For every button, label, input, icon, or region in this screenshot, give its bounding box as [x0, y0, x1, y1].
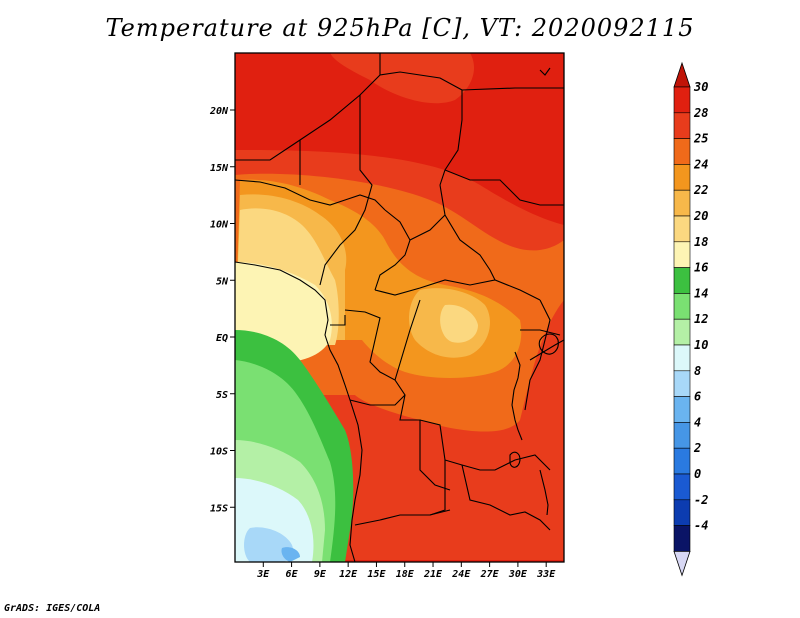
y-axis: 20N 15N 10N 5N EQ 5S 10S 15S: [209, 106, 235, 514]
y-tick-label: 5N: [216, 276, 229, 287]
temperature-field: [235, 53, 564, 562]
colorbar-label: -4: [694, 519, 708, 533]
y-tick-label: 10S: [210, 447, 228, 458]
colorbar-label: 12: [694, 312, 708, 326]
colorbar-swatch: [673, 525, 691, 552]
colorbar-label: 18: [694, 235, 708, 249]
colorbar-label: -2: [694, 493, 708, 507]
colorbar-swatch: [673, 241, 691, 268]
colorbar-label: 28: [693, 106, 708, 120]
x-tick-label: 9E: [314, 569, 327, 580]
grads-credit: GrADS: IGES/COLA: [4, 603, 101, 614]
colorbar-label: 24: [693, 157, 708, 171]
y-tick-label: 20N: [209, 106, 229, 117]
x-tick-label: 27E: [480, 569, 500, 580]
x-tick-label: 15E: [367, 569, 386, 580]
colorbar-swatch: [673, 499, 691, 526]
colorbar-top-tip: [673, 61, 691, 88]
y-tick-label: 10N: [210, 220, 229, 231]
colorbar-swatch: [673, 189, 691, 217]
colorbar-swatch: [673, 396, 691, 423]
colorbar-swatch: [673, 344, 691, 372]
x-tick-label: 21E: [423, 569, 443, 580]
colorbar-swatch: [673, 112, 691, 139]
x-tick-label: 18E: [396, 569, 415, 580]
colorbar-swatch: [673, 473, 691, 501]
x-tick-label: 6E: [286, 569, 299, 580]
colorbar-swatch: [673, 293, 691, 320]
map-title: Temperature at 925hPa [C], VT: 202009211…: [105, 14, 695, 42]
y-tick-label: EQ: [216, 333, 228, 344]
x-tick-label: 3E: [256, 569, 270, 580]
colorbar-swatch: [673, 164, 691, 191]
colorbar-label: 16: [694, 261, 708, 275]
plot-frame: [234, 52, 565, 563]
y-tick-label: 15N: [210, 163, 229, 174]
x-tick-label: 12E: [339, 569, 358, 580]
colorbar-label: 4: [694, 415, 701, 429]
colorbar-swatch: [673, 318, 691, 346]
colorbar-label: 8: [694, 364, 701, 378]
x-axis: 3E 6E 9E 12E 15E 18E 21E 24E 27E 30E 33E: [256, 562, 556, 580]
colorbar-swatch: [673, 267, 691, 294]
x-tick-label: 33E: [536, 569, 556, 580]
x-tick-label: 30E: [508, 569, 528, 580]
colorbar-swatch: [673, 215, 691, 243]
colorbar-swatch: [673, 422, 691, 449]
colorbar-swatch: [673, 370, 691, 397]
colorbar-label: 22: [693, 183, 708, 197]
y-tick-label: 5S: [216, 390, 228, 401]
colorbar-label: 20: [693, 209, 708, 223]
colorbar-label: 14: [694, 286, 708, 300]
colorbar-label: 0: [694, 467, 701, 481]
colorbar-swatch: [673, 138, 691, 165]
colorbar-label: 30: [693, 80, 708, 94]
colorbar-label: 25: [693, 132, 708, 146]
colorbar-swatch: [673, 86, 691, 114]
colorbar-label: 6: [694, 390, 701, 404]
y-tick-label: 15S: [210, 503, 228, 514]
colorbar-label: 10: [694, 338, 708, 352]
colorbar-label: 2: [693, 441, 701, 455]
colorbar-swatch: [673, 447, 691, 475]
x-tick-label: 24E: [451, 569, 471, 580]
country-borders: [235, 53, 564, 562]
colorbar-bottom-tip: [673, 551, 691, 577]
